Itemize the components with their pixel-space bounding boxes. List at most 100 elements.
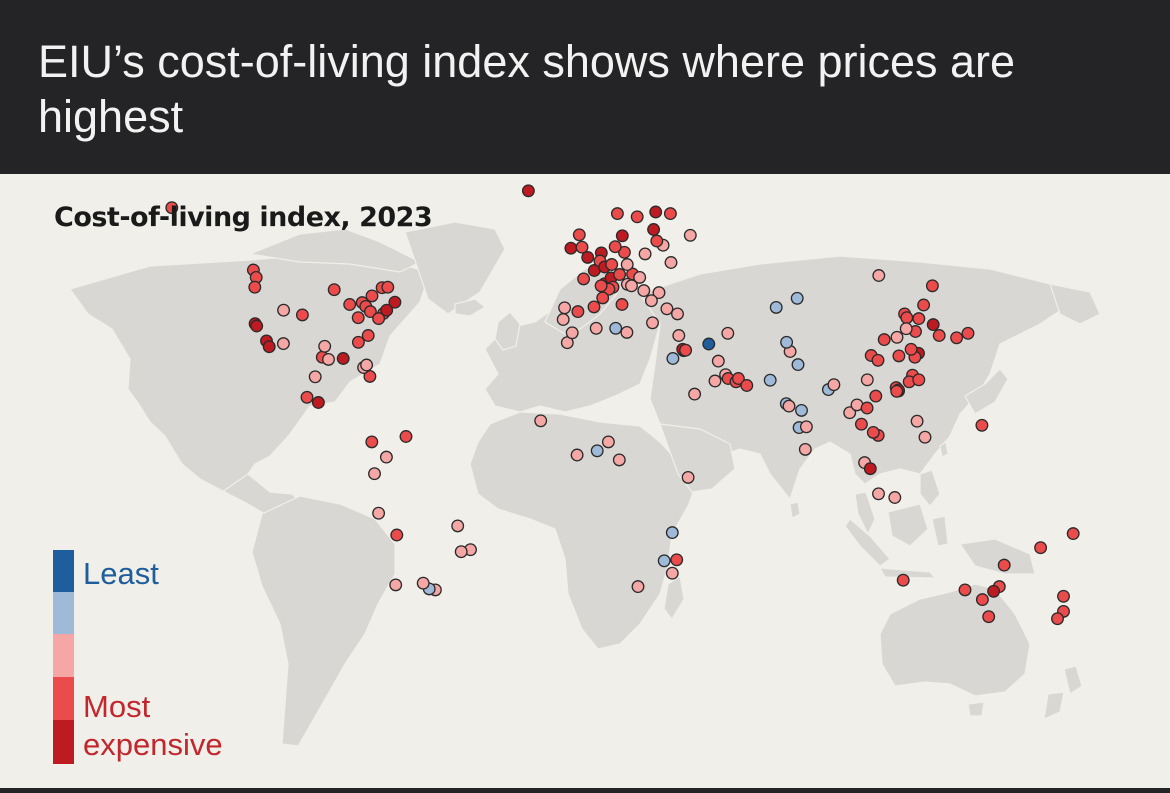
city-marker xyxy=(1066,527,1080,541)
city-marker xyxy=(389,578,403,592)
city-marker xyxy=(388,295,402,309)
city-marker xyxy=(361,329,375,342)
city-marker xyxy=(318,339,332,353)
city-marker xyxy=(869,389,883,403)
city-marker xyxy=(896,573,910,587)
city-marker xyxy=(860,373,874,387)
city-marker xyxy=(1051,612,1064,626)
city-marker xyxy=(630,210,644,224)
land-sulawesi xyxy=(931,515,949,547)
legend: Least Most expensive xyxy=(53,550,293,764)
land-japan xyxy=(964,368,1009,415)
city-marker xyxy=(798,442,812,456)
city-marker xyxy=(708,374,722,388)
city-marker xyxy=(165,201,179,215)
city-marker xyxy=(799,420,813,434)
city-marker xyxy=(577,272,591,286)
city-marker xyxy=(872,269,886,282)
city-marker xyxy=(731,372,745,385)
land-sumatra xyxy=(844,518,891,567)
city-marker xyxy=(615,229,629,243)
land-australia xyxy=(879,583,1031,697)
city-marker xyxy=(926,318,940,332)
city-marker xyxy=(343,298,357,311)
city-marker xyxy=(910,414,924,428)
city-marker xyxy=(904,342,918,356)
legend-label-least: Least xyxy=(83,556,159,591)
city-marker xyxy=(854,417,868,431)
land-borneo xyxy=(887,503,929,547)
city-marker xyxy=(620,258,634,271)
city-marker xyxy=(860,401,874,415)
city-marker xyxy=(605,258,619,271)
city-marker xyxy=(925,279,939,293)
city-marker xyxy=(702,337,716,351)
city-marker xyxy=(958,583,972,597)
city-marker xyxy=(581,250,595,264)
map-panel: Cost-of-living index, 2023 Least Most ex… xyxy=(0,174,1170,788)
city-marker xyxy=(556,313,570,326)
city-marker xyxy=(620,325,634,339)
city-marker xyxy=(399,430,413,443)
city-marker xyxy=(262,340,276,354)
city-marker xyxy=(872,487,885,501)
land-sri-lanka xyxy=(789,501,801,519)
land-new-zealand-south xyxy=(1043,691,1065,720)
city-marker xyxy=(380,303,394,317)
city-marker xyxy=(250,319,264,333)
city-marker xyxy=(950,331,964,345)
city-marker xyxy=(888,491,902,504)
city-marker xyxy=(721,326,735,340)
city-marker xyxy=(608,240,622,254)
city-marker xyxy=(646,316,659,330)
legend-swatch-least xyxy=(53,550,74,592)
city-marker xyxy=(575,240,589,254)
city-marker xyxy=(594,279,608,293)
city-marker xyxy=(791,358,805,372)
city-marker xyxy=(740,379,754,392)
land-malay-peninsula xyxy=(854,491,876,536)
city-marker xyxy=(987,584,1001,598)
world-map xyxy=(69,184,1101,747)
city-marker xyxy=(863,462,877,476)
land-africa xyxy=(469,411,701,650)
city-marker xyxy=(365,435,379,449)
city-marker xyxy=(666,352,680,365)
city-marker xyxy=(322,352,335,366)
city-marker xyxy=(665,526,679,540)
city-marker xyxy=(827,378,841,392)
city-marker xyxy=(416,576,430,590)
city-marker xyxy=(631,580,645,594)
city-marker xyxy=(664,256,678,269)
city-marker xyxy=(644,294,658,308)
land-madagascar xyxy=(663,574,685,621)
city-marker xyxy=(587,300,601,314)
city-marker xyxy=(711,354,725,368)
city-marker xyxy=(769,300,783,314)
city-marker xyxy=(372,312,386,326)
city-marker xyxy=(843,406,857,420)
city-marker xyxy=(997,558,1011,572)
city-marker xyxy=(327,283,341,297)
city-marker xyxy=(683,228,697,242)
land-kamchatka xyxy=(1049,283,1101,325)
city-marker xyxy=(379,450,393,464)
city-marker xyxy=(300,390,314,404)
city-marker xyxy=(900,311,914,325)
city-marker xyxy=(617,245,631,259)
city-marker xyxy=(890,384,904,398)
legend-swatch-mid xyxy=(53,634,74,677)
land-greenland xyxy=(404,221,506,315)
city-marker xyxy=(975,593,989,607)
city-marker xyxy=(890,330,904,344)
city-marker xyxy=(912,373,926,387)
legend-label-most: Most xyxy=(83,689,151,724)
city-marker xyxy=(248,280,262,294)
city-markers xyxy=(165,184,1080,626)
city-marker xyxy=(277,303,291,317)
land-british-isles xyxy=(494,311,521,351)
city-marker xyxy=(877,333,891,347)
land-arabia xyxy=(659,423,736,493)
city-marker xyxy=(1034,541,1048,555)
city-marker xyxy=(363,305,377,319)
